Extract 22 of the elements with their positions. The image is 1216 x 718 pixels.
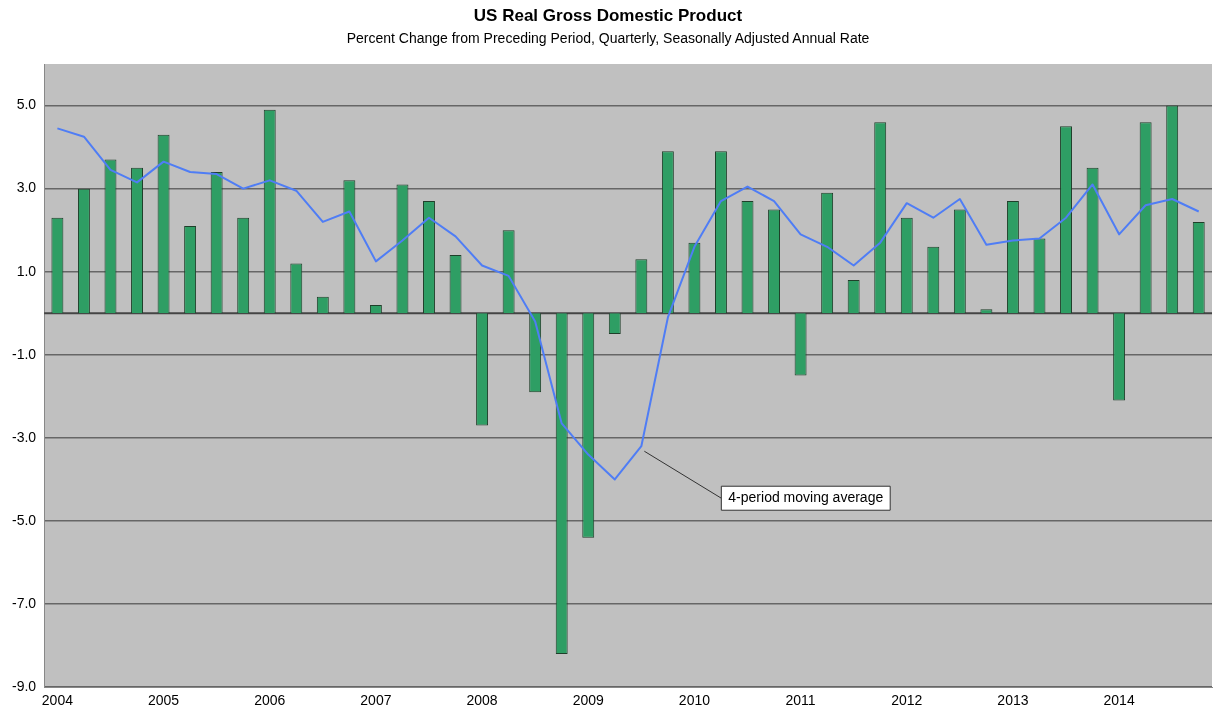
x-tick-label: 2009 [572,692,605,709]
y-tick-label: -1.0 [12,345,37,362]
x-tick-label: 2007 [360,692,392,709]
text: 4-period moving average [728,489,884,506]
x-tick-label: 2010 [678,692,711,709]
y-tick-label: 5.0 [16,96,37,113]
x-tick-label: 2014 [1103,692,1135,709]
x-tick-label: 2011 [785,692,816,709]
x-tick-label: 2013 [997,692,1029,709]
y-tick-label: -9.0 [12,678,37,695]
x-tick-label: 2005 [147,692,180,709]
x-tick-label: 2012 [891,692,923,709]
y-tick-label: 3.0 [16,179,37,196]
x-tick-label: 2006 [254,692,286,709]
x-tick-label: 2008 [466,692,498,709]
chart-subtitle: Percent Change from Preceding Period, Quarterly, Seasonally Adjusted Annual Rate [345,30,871,46]
y-tick-label: -3.0 [12,428,37,445]
x-tick-label: 2004 [41,692,74,709]
y-tick-label: 1.0 [16,262,37,279]
y-tick-label: -5.0 [12,511,37,528]
chart-title: US Real Gross Domestic Product [472,6,744,26]
y-tick-label: -7.0 [12,594,37,611]
